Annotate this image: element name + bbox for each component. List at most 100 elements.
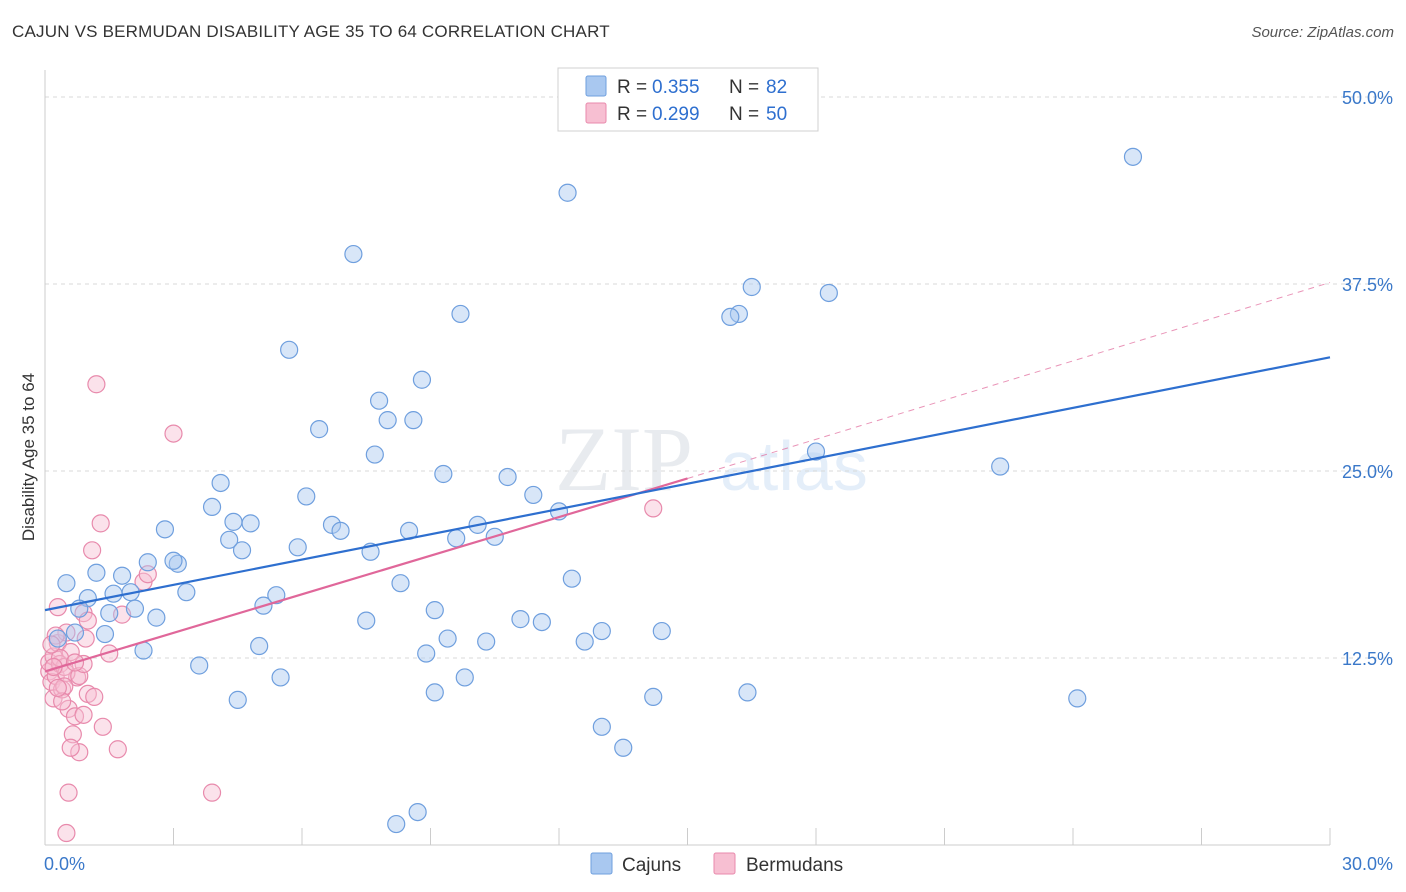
y-tick-label-1: 25.0% <box>1342 462 1393 482</box>
cajuns-point-8 <box>95 624 115 644</box>
cajuns-point-14 <box>147 608 166 627</box>
source-credit: Source: ZipAtlas.com <box>1251 24 1394 41</box>
legend-r-label-bermudans: R = <box>617 104 647 125</box>
cajuns-point-27 <box>250 636 269 656</box>
series-legend: Cajuns Bermudans <box>590 852 843 876</box>
cajuns-point-62 <box>558 183 577 202</box>
cajuns-point-23 <box>232 541 252 560</box>
bermudans-point-31 <box>202 783 222 802</box>
cajuns-point-69 <box>742 277 761 297</box>
cajuns-trendline <box>44 356 1331 612</box>
cajuns-point-39 <box>370 391 389 410</box>
cajuns-point-41 <box>365 445 384 464</box>
bermudans-point-19 <box>76 629 95 648</box>
cajuns-point-5 <box>87 563 106 582</box>
bermudans-point-26 <box>108 740 127 759</box>
legend-r-value-bermudans: 0.299 <box>652 104 700 125</box>
y-tick-label-2: 37.5% <box>1342 275 1393 295</box>
cajuns-point-11 <box>125 599 145 618</box>
legend-r-label-cajuns: R = <box>617 77 647 98</box>
cajuns-point-19 <box>190 656 209 675</box>
cajuns-point-73 <box>806 442 826 461</box>
cajuns-point-52 <box>455 668 474 687</box>
cajuns-point-77 <box>1123 147 1143 166</box>
bermudans-point-17 <box>70 743 89 762</box>
legend-r-value-cajuns: 0.355 <box>652 77 700 98</box>
cajuns-point-7 <box>104 584 123 603</box>
legend-swatch-bermudans <box>585 102 607 124</box>
cajuns-point-30 <box>271 668 290 687</box>
series-legend-label-bermudans: Bermudans <box>746 855 843 876</box>
cajuns-point-2 <box>65 623 85 642</box>
bermudans-point-46 <box>48 678 67 698</box>
x-tick-marks <box>44 828 1331 845</box>
cajuns-point-63 <box>575 632 594 651</box>
cajuns-point-18 <box>177 583 196 602</box>
cajuns-point-46 <box>417 644 436 663</box>
cajuns-point-31 <box>288 538 307 557</box>
cajuns-point-17 <box>164 551 183 570</box>
cajuns-point-24 <box>241 514 260 533</box>
cajuns-point-72 <box>738 683 757 702</box>
bermudans-point-38 <box>70 666 89 686</box>
cajuns-point-36 <box>344 244 363 264</box>
series-legend-swatch-cajuns <box>590 852 613 875</box>
cajuns-point-0 <box>48 629 67 648</box>
bermudans-point-34 <box>55 677 74 696</box>
legend-n-value-cajuns: 82 <box>766 77 787 98</box>
watermark: ZIP atlas <box>555 408 868 510</box>
cajuns-point-44 <box>391 574 410 593</box>
cajuns-point-74 <box>819 283 838 303</box>
cajuns-point-9 <box>112 566 132 585</box>
cajuns-point-43 <box>412 370 432 389</box>
watermark-zip: ZIP <box>555 408 693 510</box>
legend-n-label-bermudans: N = <box>729 104 759 125</box>
cajuns-point-66 <box>614 738 633 757</box>
bermudans-point-25 <box>100 644 119 663</box>
cajuns-point-48 <box>438 629 457 648</box>
cajuns-point-15 <box>155 520 175 539</box>
cajuns-point-20 <box>202 497 222 517</box>
bermudans-point-14 <box>63 725 82 744</box>
series-legend-swatch-bermudans <box>713 852 736 875</box>
cajuns-point-37 <box>357 611 376 630</box>
legend-n-value-bermudans: 50 <box>766 104 787 125</box>
series-legend-label-cajuns: Cajuns <box>622 855 681 876</box>
x-tick-label-0: 0.0% <box>44 854 85 874</box>
cajuns-point-59 <box>532 612 551 632</box>
cajuns-point-51 <box>434 464 453 484</box>
bermudans-point-48 <box>74 705 93 724</box>
cajuns-point-61 <box>562 569 581 588</box>
bermudans-trendline <box>44 477 688 673</box>
bermudans-point-49 <box>57 823 76 843</box>
bermudans-point-13 <box>61 642 80 662</box>
cajuns-point-75 <box>991 457 1010 476</box>
legend-n-label-cajuns: N = <box>729 77 759 98</box>
legend-swatch-cajuns <box>585 75 607 97</box>
cajuns-point-29 <box>267 586 286 605</box>
cajuns-point-76 <box>1068 689 1087 708</box>
cajuns-point-68 <box>652 621 671 641</box>
cajuns-point-42 <box>404 411 423 430</box>
cajuns-point-50 <box>447 529 466 548</box>
cajuns-point-81 <box>451 304 470 324</box>
bermudans-point-40 <box>85 687 104 706</box>
x-tick-label-1: 30.0% <box>1342 854 1393 874</box>
cajuns-point-58 <box>524 485 543 505</box>
cajuns-point-40 <box>378 411 397 430</box>
cajuns-point-65 <box>592 717 611 736</box>
cajuns-point-25 <box>220 530 239 549</box>
trendlines <box>44 282 1331 673</box>
cajuns-point-47 <box>425 601 444 620</box>
gridlines <box>45 96 1392 659</box>
cajuns-point-78 <box>387 814 406 834</box>
cajuns-point-71 <box>721 307 740 327</box>
correlation-legend: R = 0.355 N = 82 R = 0.299 N = 50 <box>557 67 819 132</box>
y-tick-labels: 12.5% 25.0% 37.5% 50.0% <box>1342 88 1393 669</box>
cajuns-point-1 <box>57 574 76 593</box>
y-tick-label-0: 12.5% <box>1342 649 1393 669</box>
y-tick-label-3: 50.0% <box>1342 88 1393 108</box>
cajuns-point-6 <box>100 604 119 623</box>
bermudans-point-22 <box>87 375 106 394</box>
